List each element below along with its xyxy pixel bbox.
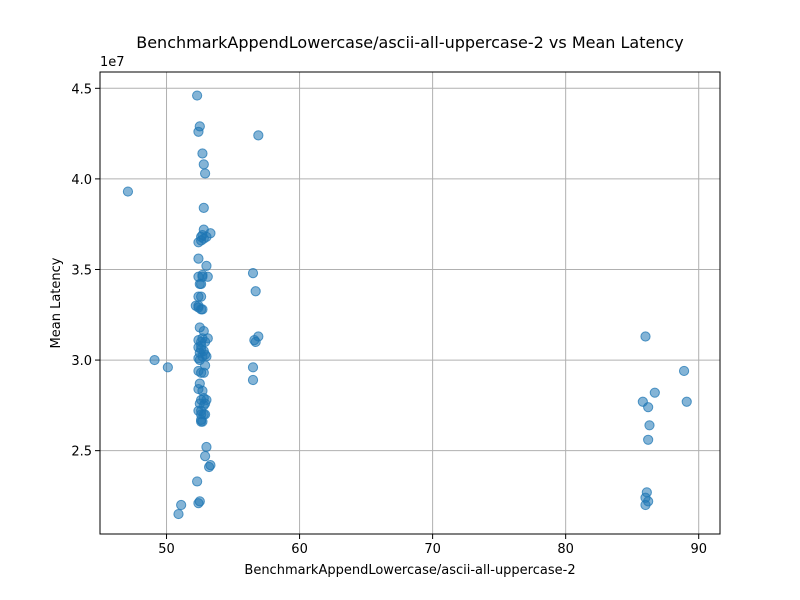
data-points (122, 90, 692, 520)
data-point (196, 414, 207, 425)
data-point (192, 90, 203, 101)
data-point (247, 268, 259, 279)
data-point (192, 476, 203, 487)
data-point (201, 260, 212, 271)
data-point (640, 331, 651, 342)
data-point (643, 402, 654, 413)
plot-area-frame (99, 71, 721, 535)
data-point (649, 387, 660, 398)
y-axis-offset-label: 1e7 (100, 55, 125, 70)
data-point (193, 237, 204, 248)
data-point (643, 434, 654, 445)
x-axis-ticks: 50 60 70 80 90 (158, 534, 707, 557)
data-point (202, 271, 213, 282)
data-point (197, 148, 208, 159)
y-tick-label: 4.5 (71, 82, 92, 97)
y-tick-label: 3.0 (71, 354, 92, 369)
x-axis-label: BenchmarkAppendLowercase/ascii-all-upper… (244, 563, 575, 578)
x-tick-label: 90 (690, 542, 707, 557)
data-point (194, 322, 205, 333)
y-tick-label: 2.5 (71, 445, 92, 460)
data-point (176, 499, 187, 511)
data-point (173, 508, 184, 520)
data-point (201, 441, 212, 453)
data-point (249, 335, 260, 346)
data-point (196, 291, 207, 302)
x-tick-label: 60 (291, 542, 308, 557)
data-point (644, 420, 655, 431)
data-point (681, 396, 692, 407)
x-tick-label: 50 (158, 542, 175, 557)
y-tick-label: 3.5 (71, 263, 92, 278)
y-axis-ticks: 2.5 3.0 3.5 4.0 4.5 (71, 82, 100, 460)
data-point (194, 121, 205, 132)
data-point (641, 487, 652, 498)
data-point (678, 365, 690, 377)
data-point (640, 499, 651, 511)
data-point (200, 450, 211, 462)
data-point (193, 498, 204, 509)
data-point (253, 130, 264, 141)
data-point (149, 354, 160, 366)
data-point (196, 278, 207, 290)
data-point (198, 367, 209, 378)
data-point (162, 362, 173, 373)
data-point (198, 159, 209, 170)
data-point (197, 304, 208, 315)
data-point (247, 362, 259, 373)
y-axis-label: Mean Latency (49, 257, 64, 348)
data-point (193, 253, 204, 264)
y-tick-label: 4.0 (71, 173, 92, 188)
data-point (247, 374, 259, 386)
data-point (198, 202, 209, 213)
x-tick-label: 70 (424, 542, 441, 557)
chart-title: BenchmarkAppendLowercase/ascii-all-upper… (136, 33, 684, 52)
x-tick-label: 80 (557, 542, 574, 557)
data-point (205, 228, 216, 239)
data-point (200, 168, 211, 179)
data-point (122, 186, 134, 197)
data-point (203, 461, 215, 473)
data-point (250, 286, 261, 297)
